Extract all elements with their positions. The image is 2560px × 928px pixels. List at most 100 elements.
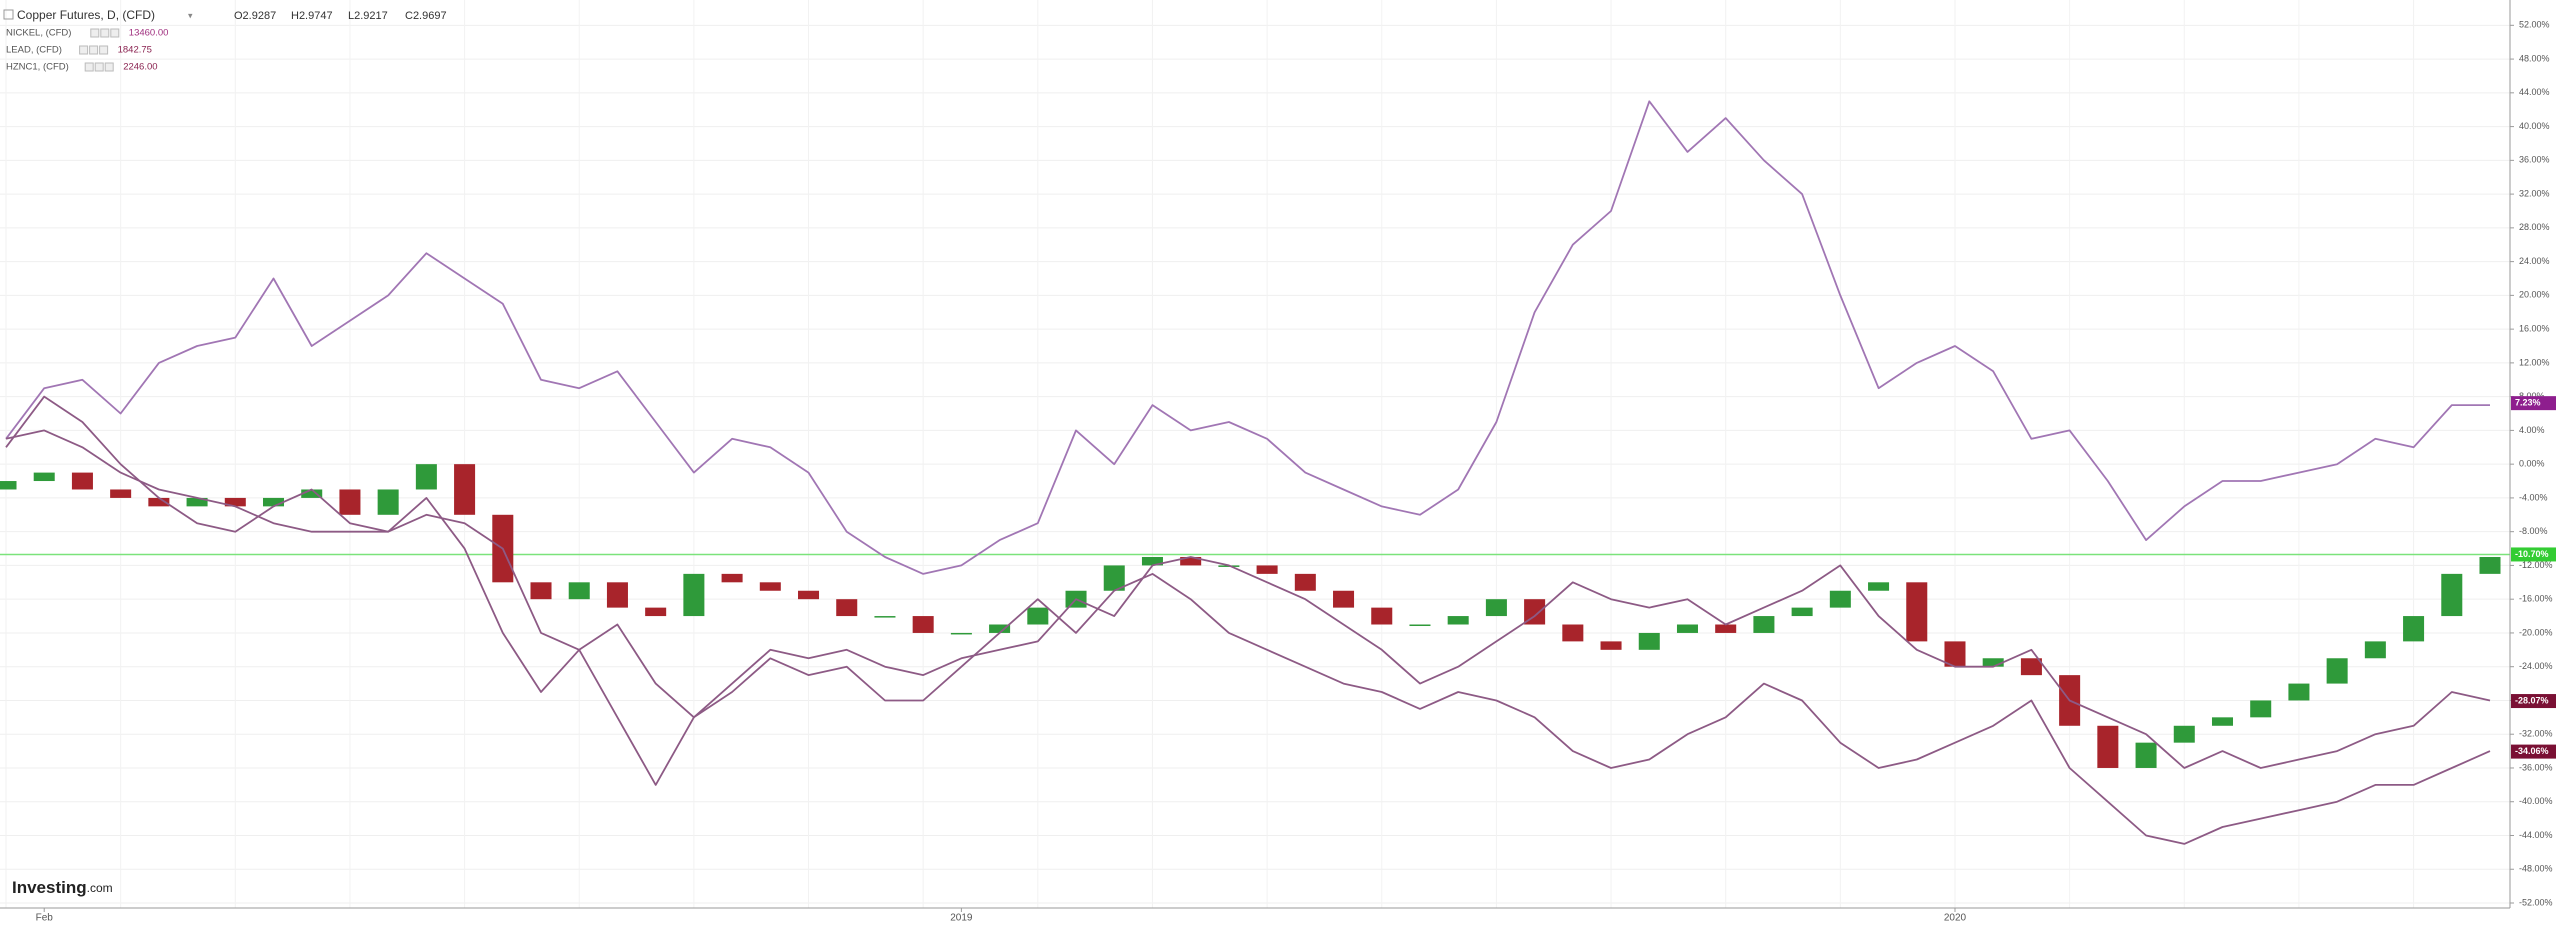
logo-brand: Investing xyxy=(12,878,87,897)
price-label-bg xyxy=(2511,694,2556,709)
candle xyxy=(1906,582,1928,642)
y-tick-label: -36.00% xyxy=(2519,762,2553,772)
candle xyxy=(1600,641,1622,650)
plot xyxy=(0,100,2510,845)
candle xyxy=(1753,616,1775,633)
legend-last: 2246.00 xyxy=(123,62,157,73)
candle xyxy=(71,472,93,490)
candle xyxy=(33,472,55,482)
candle xyxy=(2020,658,2042,676)
candle xyxy=(148,497,170,507)
candle xyxy=(874,616,896,618)
legend-button[interactable] xyxy=(90,28,100,38)
y-tick-label: -8.00% xyxy=(2519,526,2548,536)
price-label-bg xyxy=(2511,547,2556,562)
legend-last: 1842.75 xyxy=(118,45,152,56)
legend-button[interactable] xyxy=(94,62,104,72)
candle xyxy=(1333,590,1355,608)
candle xyxy=(950,632,972,635)
price-label: -10.70% xyxy=(2515,549,2549,559)
y-tick-label: 44.00% xyxy=(2519,87,2550,97)
logo: Investing.com xyxy=(12,878,113,897)
y-tick-label: 48.00% xyxy=(2519,53,2550,63)
candle xyxy=(989,624,1011,633)
candle xyxy=(2479,556,2501,574)
legend-button[interactable] xyxy=(104,62,114,72)
series-line xyxy=(5,395,2491,845)
candle xyxy=(2097,725,2119,768)
series-line xyxy=(5,429,2491,769)
y-tick-label: -12.00% xyxy=(2519,560,2553,570)
y-tick-label: -16.00% xyxy=(2519,594,2553,604)
series-line xyxy=(5,100,2490,575)
candle xyxy=(1638,632,1660,650)
candle xyxy=(186,497,208,507)
candle xyxy=(1982,658,2004,667)
candle xyxy=(1944,641,1966,667)
price-label: -34.06% xyxy=(2515,746,2549,756)
legend-button[interactable] xyxy=(89,45,99,55)
candle xyxy=(721,573,743,583)
candle xyxy=(454,464,476,515)
x-tick-label: 2020 xyxy=(1944,913,1967,924)
candle xyxy=(1791,607,1813,617)
candle xyxy=(224,497,246,507)
candle xyxy=(2364,641,2386,659)
price-label: 7.23% xyxy=(2515,398,2541,408)
y-tick-label: -44.00% xyxy=(2519,830,2553,840)
candle xyxy=(759,582,781,591)
y-tick-label: 28.00% xyxy=(2519,222,2550,232)
candle xyxy=(339,489,361,515)
candle xyxy=(2403,616,2425,642)
candle xyxy=(1676,624,1698,633)
candle xyxy=(606,582,628,608)
candle xyxy=(1256,565,1278,574)
candle xyxy=(0,481,17,490)
price-label: -28.07% xyxy=(2515,695,2549,705)
y-tick-label: -24.00% xyxy=(2519,661,2553,671)
y-tick-label: 16.00% xyxy=(2519,324,2550,334)
price-label-bg xyxy=(2511,396,2556,411)
candle xyxy=(1562,624,1584,642)
y-tick-label: 20.00% xyxy=(2519,290,2550,300)
candle xyxy=(2288,683,2310,701)
candle xyxy=(2441,573,2463,617)
legend-dropdown: ▾ xyxy=(188,10,193,20)
candle xyxy=(1409,624,1431,627)
candle xyxy=(1371,607,1393,625)
candle xyxy=(110,489,132,498)
collapse-icon[interactable] xyxy=(3,9,14,20)
legend-name: NICKEL, (CFD) xyxy=(6,28,71,39)
candle xyxy=(530,582,552,600)
candle xyxy=(836,599,858,617)
legend-button[interactable] xyxy=(110,28,120,38)
candle xyxy=(1103,565,1125,591)
y-tick-label: -32.00% xyxy=(2519,729,2553,739)
candle xyxy=(2326,658,2348,684)
candle xyxy=(415,464,437,490)
candle xyxy=(683,573,705,617)
y-tick-label: 32.00% xyxy=(2519,188,2550,198)
legend-button[interactable] xyxy=(84,62,94,72)
legend-button[interactable] xyxy=(99,45,109,55)
y-tick-label: 4.00% xyxy=(2519,425,2545,435)
candle xyxy=(1141,556,1163,566)
candle xyxy=(1829,590,1851,608)
y-tick-label: 40.00% xyxy=(2519,121,2550,131)
candle xyxy=(1447,616,1469,625)
candle xyxy=(2250,700,2272,718)
ohlc-value: O2.9287 xyxy=(234,10,276,22)
y-tick-label: 0.00% xyxy=(2519,459,2545,469)
candle xyxy=(1715,624,1737,633)
candle xyxy=(1868,582,1890,591)
y-tick-label: 52.00% xyxy=(2519,20,2550,30)
legend-title: Copper Futures, D, (CFD) xyxy=(17,8,155,22)
x-tick-label: Feb xyxy=(36,913,54,924)
legend-button[interactable] xyxy=(79,45,89,55)
y-tick-label: 36.00% xyxy=(2519,155,2550,165)
candle xyxy=(2135,742,2157,768)
legend-button[interactable] xyxy=(100,28,110,38)
ohlc-value: C2.9697 xyxy=(405,10,447,22)
